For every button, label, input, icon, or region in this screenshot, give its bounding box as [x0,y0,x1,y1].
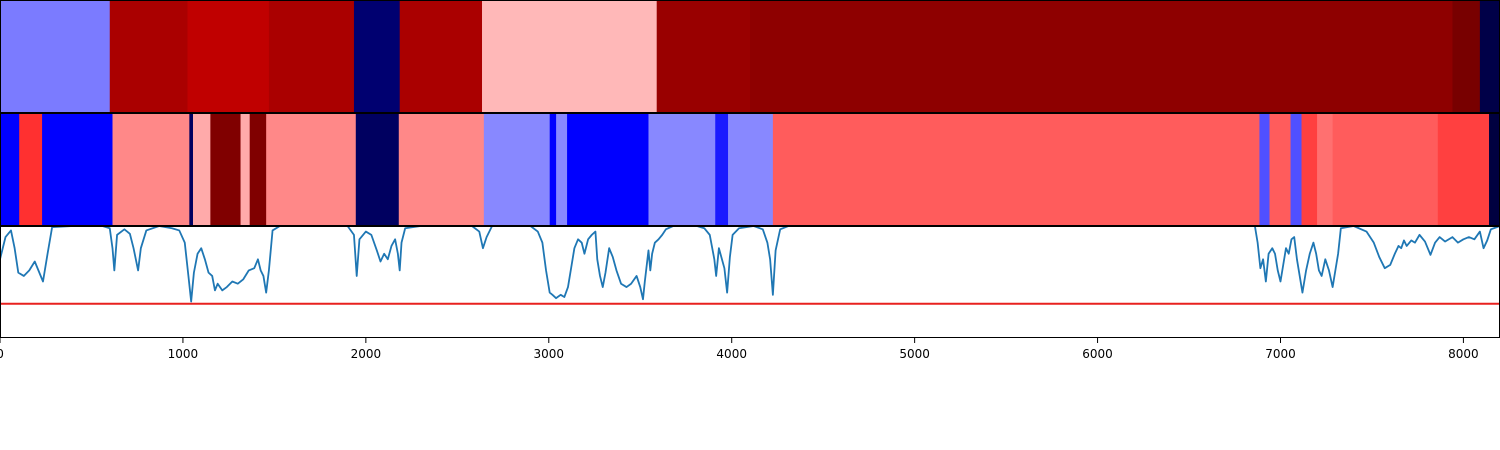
track1-segment-5 [399,0,483,113]
x-tick-label-2000: 2000 [351,347,382,361]
track1-segment-9 [1452,0,1481,113]
track2-segment-5 [192,113,211,226]
track2-segment-4 [189,113,194,226]
track1-segment-3 [268,0,355,113]
track2-segment-8 [249,113,267,226]
track2-segment-15 [567,113,649,226]
track2-segment-11 [398,113,485,226]
track2-segment-25 [1332,113,1439,226]
track2-segment-19 [772,113,1260,226]
track2-segment-10 [355,113,400,226]
track2-segment-20 [1259,113,1270,226]
track2-segment-14 [556,113,568,226]
x-tick-label-8000: 8000 [1448,347,1479,361]
heatmap-track-2 [0,113,1500,226]
track2-segment-22 [1290,113,1302,226]
x-axis: 0 1000 2000 3000 4000 5000 6000 7000 8000 [0,338,1479,361]
track2-segment-24 [1317,113,1334,226]
x-tick-label-7000: 7000 [1265,347,1296,361]
x-tick-label-3000: 3000 [534,347,565,361]
series-line [0,225,1500,303]
track2-segment-0 [0,113,20,226]
track1-segment-2 [187,0,270,113]
track2-segment-23 [1301,113,1318,226]
track2-segment-18 [728,113,774,226]
track2-segment-12 [483,113,551,226]
track2-segment-9 [266,113,357,226]
x-tick-label-5000: 5000 [899,347,930,361]
track2-segment-7 [240,113,251,226]
line-plot-background [0,226,1500,337]
track1-segment-10 [1479,0,1500,113]
track2-segment-1 [19,113,43,226]
track2-segment-17 [715,113,729,226]
track1-segment-6 [482,0,658,113]
track2-segment-16 [648,113,716,226]
track2-segment-27 [1489,113,1500,226]
track2-segment-3 [112,113,190,226]
track1-segment-8 [750,0,1453,113]
track1-segment-1 [109,0,188,113]
track1-segment-0 [0,0,111,113]
x-tick-label-0: 0 [0,347,4,361]
line-plot-track [0,225,1500,337]
x-tick-label-1000: 1000 [168,347,199,361]
track2-segment-6 [210,113,241,226]
track2-segment-21 [1269,113,1291,226]
track2-segment-26 [1437,113,1490,226]
x-tick-label-6000: 6000 [1082,347,1113,361]
track2-segment-13 [549,113,557,226]
track1-segment-7 [656,0,751,113]
track1-segment-4 [353,0,401,113]
x-tick-label-4000: 4000 [716,347,747,361]
track2-segment-2 [42,113,113,226]
heatmap-track-1 [0,0,1500,113]
